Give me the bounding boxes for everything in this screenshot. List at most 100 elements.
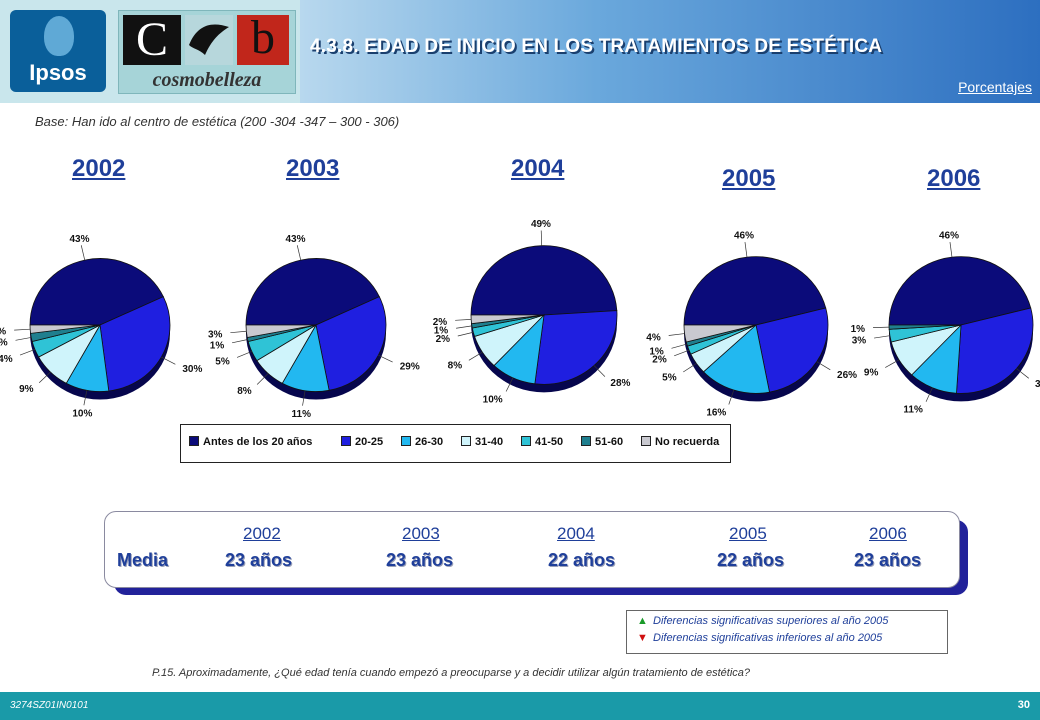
legend-swatch: [521, 436, 531, 446]
title-bar: 4.3.8. EDAD DE INICIO EN LOS TRATAMIENTO…: [300, 0, 1040, 103]
legend-item: 20-25: [341, 436, 383, 448]
legend-item: No recuerda: [641, 436, 719, 448]
media-value-2005: 22 años: [717, 550, 785, 570]
question-text: P.15. Aproximadamente, ¿Qué edad tenía c…: [152, 667, 751, 679]
leader-line: [230, 330, 247, 334]
legend-swatch: [341, 436, 351, 446]
cosmobelleza-logo-text: cosmobelleza: [152, 69, 262, 91]
media-value-2003: 23 años: [386, 550, 454, 570]
leader-line: [80, 245, 86, 261]
media-year-2003: 2003: [402, 524, 440, 543]
pie-slice-2005-2: [702, 324, 770, 394]
legend-label: 41-50: [535, 436, 564, 448]
leader-line: [378, 354, 393, 363]
page-title: 4.3.8. EDAD DE INICIO EN LOS TRATAMIENTO…: [310, 36, 883, 57]
brush-icon: [185, 15, 233, 65]
leader-line: [457, 331, 474, 337]
leader-line: [949, 242, 953, 258]
leader-line: [161, 356, 176, 365]
leader-line: [874, 335, 890, 339]
media-value-2002: 23 años: [225, 550, 293, 570]
leader-line: [231, 339, 248, 344]
year-label-2002: 2002: [72, 155, 126, 182]
leader-line: [19, 349, 36, 356]
leader-line: [674, 349, 690, 357]
pie-data-label: 4%: [0, 354, 13, 365]
pie-data-label: 5%: [662, 372, 677, 383]
pie-data-label: 43%: [69, 234, 89, 245]
pie-data-label: 30%: [182, 364, 202, 375]
pie-data-label: 10%: [483, 394, 503, 405]
leader-line: [302, 390, 306, 406]
media-year-2006: 2006: [869, 524, 907, 543]
legend-item: 51-60: [581, 436, 623, 448]
leader-line: [505, 377, 514, 392]
year-label-2006: 2006: [927, 165, 981, 192]
leader-line: [15, 337, 32, 341]
leader-line: [83, 390, 88, 406]
leader-line: [744, 242, 748, 258]
pie-data-label: 2%: [0, 327, 6, 338]
legend-item: 31-40: [461, 436, 503, 448]
media-year-2005: 2005: [729, 524, 767, 543]
pie-data-label: 29%: [400, 362, 420, 373]
pie-slice-2003-0: [245, 258, 380, 326]
header: Ipsos C b cosmobelleza 4.3.8. EDAD DE IN…: [0, 0, 1040, 103]
chart-legend: Antes de los 20 años 20-25 26-30 31-40 4…: [180, 424, 731, 463]
media-year-2004: 2004: [557, 524, 595, 543]
leader-line: [14, 328, 31, 331]
media-value-2006: 23 años: [854, 550, 922, 570]
pie-data-label: 3%: [852, 335, 867, 346]
pie-data-label: 8%: [237, 386, 252, 397]
leader-line: [816, 361, 831, 371]
media-value-2004: 22 años: [548, 550, 616, 570]
media-box: Media 2002 2003 2004 2005 2006 23 años 2…: [104, 511, 960, 588]
pie-data-label: 11%: [903, 405, 923, 416]
legend-label: No recuerda: [655, 436, 720, 448]
pie-data-label: 3%: [208, 329, 223, 340]
leader-line: [540, 230, 543, 246]
footer: 3274SZ01IN0101 30: [0, 692, 1040, 720]
significance-down-text: Diferencias significativas inferiores al…: [653, 632, 883, 644]
pie-slice-2004-1: [534, 310, 618, 385]
pie-data-label: 9%: [864, 367, 879, 378]
legend-swatch: [581, 436, 591, 446]
face-icon: [44, 16, 74, 56]
legend-swatch: [401, 436, 411, 446]
leader-line: [256, 373, 269, 385]
leader-line: [468, 351, 483, 361]
legend-label: 26-30: [415, 436, 444, 448]
pie-slice-2002-1: [99, 296, 171, 392]
leader-line: [925, 387, 933, 402]
pie-data-label: 49%: [531, 219, 551, 230]
leader-line: [455, 319, 472, 321]
pie-slice-2004-6: [470, 314, 545, 325]
page-number: 30: [1017, 699, 1030, 711]
media-label: Media: [117, 550, 169, 570]
legend-item: 41-50: [521, 436, 563, 448]
triangle-down-icon: ▼: [637, 632, 648, 644]
pie-slice-2005-6: [683, 324, 757, 343]
leader-line: [885, 359, 900, 368]
leader-line: [668, 333, 685, 336]
leader-line: [593, 365, 606, 377]
cosmobelleza-logo: C b cosmobelleza: [118, 10, 296, 94]
pie-slice-2002-0: [29, 258, 164, 326]
pie-charts: 43%30%10%9%4%2%2%43%29%11%8%5%1%3%49%28%…: [0, 219, 1040, 420]
base-note: Base: Han ido al centro de estética (200…: [35, 114, 400, 129]
legend-label: 51-60: [595, 436, 624, 448]
year-label-2004: 2004: [511, 155, 565, 182]
significance-up-text: Diferencias significativas superiores al…: [653, 615, 889, 627]
year-label-2005: 2005: [722, 165, 776, 192]
pie-data-label: 26%: [837, 370, 857, 381]
legend-swatch: [641, 436, 651, 446]
pie-data-label: 2%: [652, 355, 667, 366]
pie-data-label: 30%: [1035, 379, 1040, 390]
cb-logo-b: b: [237, 14, 289, 65]
leader-line: [671, 343, 687, 349]
ipsos-logo: Ipsos: [10, 10, 106, 92]
leader-line: [1016, 368, 1030, 379]
year-label-2003: 2003: [286, 155, 340, 182]
pie-data-label: 16%: [706, 408, 726, 419]
leader-line: [683, 363, 697, 373]
